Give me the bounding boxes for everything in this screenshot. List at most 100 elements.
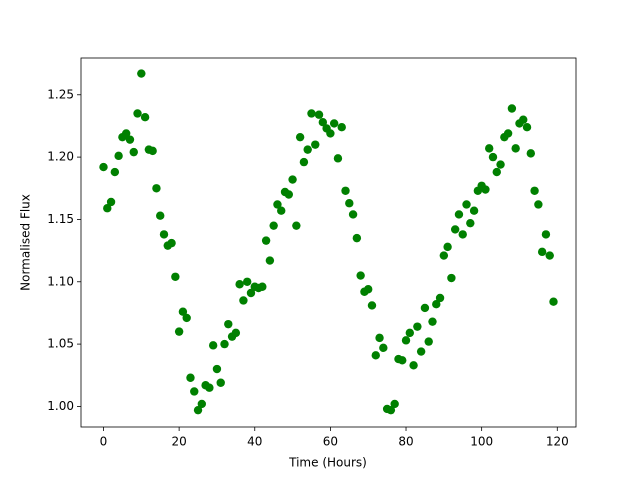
point (530, 186, 539, 195)
point (239, 296, 248, 305)
point (99, 162, 108, 172)
point (197, 399, 207, 409)
point (375, 333, 384, 343)
point (318, 118, 328, 127)
point (174, 327, 184, 336)
point (152, 184, 161, 193)
y-tick-label: 1.15 (47, 212, 74, 226)
point (379, 343, 388, 353)
point (485, 144, 494, 153)
point (329, 119, 339, 128)
point (337, 122, 346, 132)
point (503, 129, 513, 138)
x-tick-label: 100 (470, 435, 493, 449)
point (114, 151, 123, 161)
point (333, 154, 343, 163)
x-tick-label: 120 (546, 435, 569, 449)
point (235, 280, 244, 289)
axes-frame (80, 57, 577, 428)
y-tick-label: 1.00 (47, 399, 74, 413)
point (159, 230, 169, 239)
point (193, 405, 203, 415)
point (341, 186, 350, 195)
point (541, 230, 551, 239)
point (208, 341, 218, 350)
point (284, 190, 293, 199)
point (458, 230, 467, 239)
point (224, 319, 233, 329)
point (345, 199, 354, 208)
point (367, 301, 377, 310)
x-tick-label: 60 (323, 435, 338, 449)
x-axis-label: Time (Hours) (288, 456, 367, 470)
point (178, 307, 188, 316)
point (205, 383, 214, 392)
point (137, 69, 146, 78)
point (246, 288, 256, 298)
point (171, 272, 180, 281)
point (273, 200, 282, 209)
point (549, 297, 558, 306)
point (106, 197, 116, 207)
point (401, 336, 411, 345)
point (462, 200, 471, 209)
point (413, 322, 422, 331)
point (545, 251, 554, 260)
point (242, 277, 252, 286)
point (348, 210, 358, 219)
point (424, 337, 433, 346)
y-tick-label: 1.25 (47, 87, 74, 101)
point (454, 210, 464, 219)
point (364, 285, 373, 294)
point (258, 282, 267, 291)
point (409, 361, 418, 370)
point (269, 221, 278, 230)
point (534, 200, 543, 209)
point (356, 271, 365, 280)
y-tick-label: 1.10 (47, 274, 74, 288)
point (526, 149, 536, 158)
point (450, 225, 460, 234)
point (488, 152, 498, 162)
point (125, 135, 135, 144)
x-tick-label: 80 (398, 435, 413, 449)
point (190, 387, 199, 396)
point (537, 247, 547, 257)
point (303, 145, 312, 154)
point (307, 109, 316, 118)
point (398, 356, 407, 365)
x-tick-label: 40 (247, 435, 262, 449)
point (352, 233, 362, 243)
point (212, 364, 222, 374)
point (133, 109, 142, 118)
point (492, 167, 501, 177)
y-axis-label: Normalised Flux (19, 194, 33, 291)
point (519, 115, 528, 124)
point (466, 218, 475, 228)
point (299, 157, 309, 167)
point (469, 206, 479, 215)
point (220, 339, 229, 349)
point (110, 167, 120, 177)
point (292, 221, 301, 230)
point (416, 347, 426, 356)
x-tick-label: 0 (100, 435, 108, 449)
point (432, 300, 441, 309)
point (261, 236, 271, 245)
point (265, 256, 275, 265)
point (148, 146, 157, 156)
point (216, 378, 225, 387)
point (326, 129, 335, 138)
point (140, 113, 150, 122)
point (511, 144, 520, 153)
point (405, 328, 415, 338)
point (156, 211, 165, 220)
point (522, 122, 532, 132)
point (314, 110, 324, 119)
point (428, 317, 437, 326)
point (186, 373, 195, 382)
point (435, 293, 445, 303)
point (390, 399, 399, 409)
